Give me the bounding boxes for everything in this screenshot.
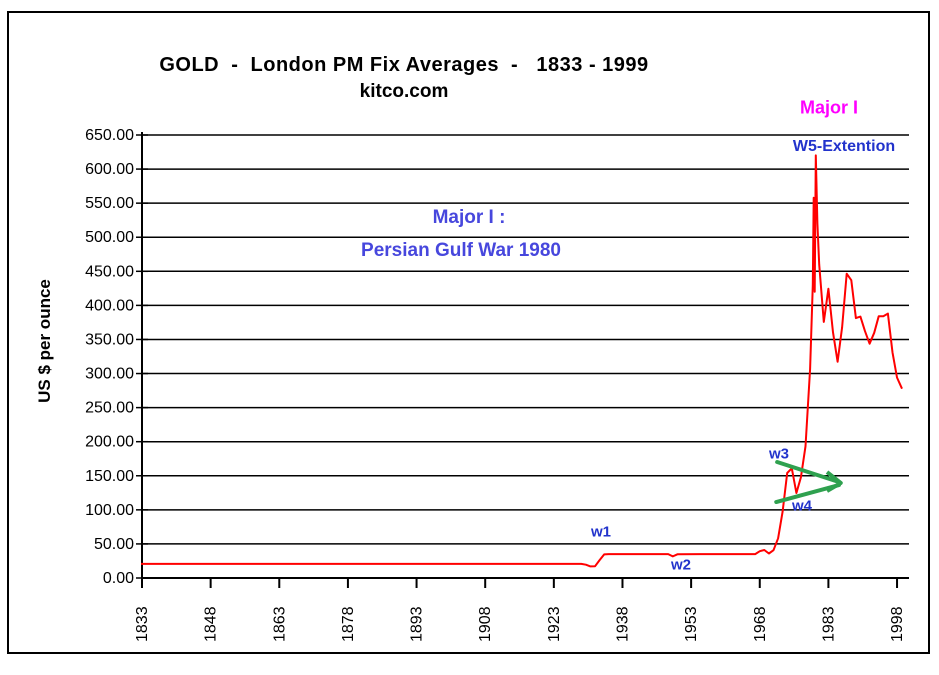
y-tick-label: 0.00 [103, 570, 134, 587]
y-tick-label: 650.00 [85, 127, 134, 144]
annotation-major-1-top: Major I [799, 97, 859, 118]
x-tick-label: 1968 [752, 606, 769, 642]
x-tick-label: 1908 [477, 606, 494, 642]
x-tick-label: 1983 [820, 606, 837, 642]
y-tick-label: 150.00 [85, 468, 134, 485]
annotation-w2: w2 [670, 556, 692, 574]
x-tick-label: 1833 [134, 606, 151, 642]
x-tick-label: 1848 [203, 606, 220, 642]
y-tick-label: 350.00 [85, 331, 134, 348]
annotation-w5-extention: W5-Extention [792, 138, 896, 155]
x-tick-label: 1893 [409, 606, 426, 642]
x-tick-label: 1953 [683, 606, 700, 642]
y-tick-label: 250.00 [85, 400, 134, 417]
annotation-major-1-note-line1: Major I : [432, 207, 506, 228]
x-tick-label: 1998 [889, 606, 906, 642]
y-tick-label: 550.00 [85, 195, 134, 212]
chart-plot-area: 0.00 50.00 100.00 150.00 200.00 250.00 300.00 3… [85, 127, 909, 642]
annotation-w4: w4 [791, 497, 813, 515]
y-tick-label: 200.00 [85, 434, 134, 451]
chart-title: GOLD - London PM Fix Averages - 1833 - 1… [159, 54, 649, 76]
annotation-w3: w3 [768, 445, 790, 463]
annotation-major-1-note-line2: Persian Gulf War 1980 [361, 240, 561, 261]
x-tick-label: 1878 [340, 606, 357, 642]
y-tick-label: 450.00 [85, 263, 134, 280]
y-tick-label: 400.00 [85, 297, 134, 314]
pennant-chevron [825, 470, 843, 493]
y-tick-label: 50.00 [94, 536, 134, 553]
chart-frame: GOLD - London PM Fix Averages - 1833 - 1… [7, 11, 930, 654]
x-tick-label: 1863 [271, 606, 288, 642]
y-tick-label: 600.00 [85, 161, 134, 178]
y-tick-label: 500.00 [85, 229, 134, 246]
chart-subtitle: kitco.com [359, 81, 449, 102]
x-tick-label: 1938 [614, 606, 631, 642]
y-tick-label: 300.00 [85, 366, 134, 383]
annotation-w1: w1 [590, 523, 612, 541]
x-tick-label: 1923 [546, 606, 563, 642]
y-tick-label: 100.00 [85, 502, 134, 519]
pennant-trendline [775, 460, 841, 484]
price-line [141, 154, 903, 568]
